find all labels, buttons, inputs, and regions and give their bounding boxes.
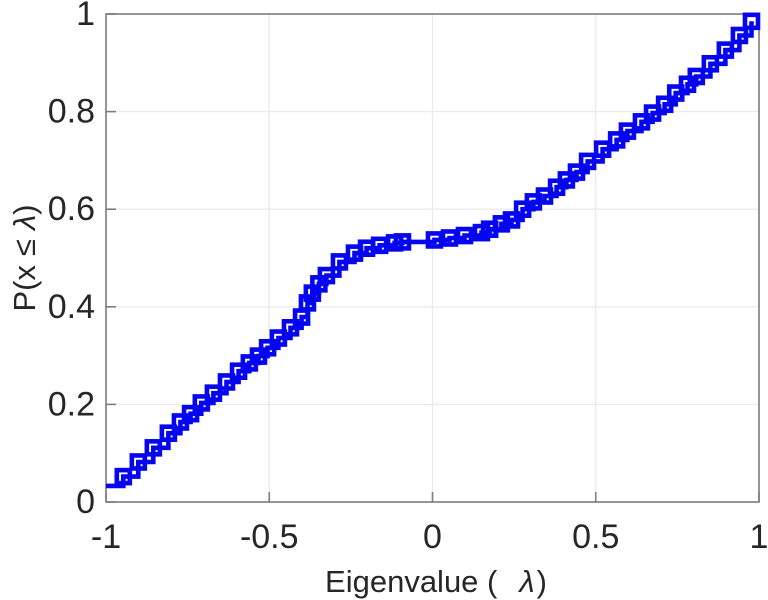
y-tick-label: 0.6	[48, 190, 95, 228]
data-point-marker	[281, 318, 300, 337]
data-point-marker	[192, 394, 211, 412]
y-tick-label: 0.2	[48, 385, 95, 423]
data-point-marker	[502, 211, 521, 229]
data-point-marker	[742, 12, 761, 31]
x-tick-label: 0	[423, 518, 442, 556]
data-point-marker	[258, 338, 277, 357]
data-point-marker	[567, 163, 586, 181]
marker-layer	[114, 12, 761, 486]
x-tick-label: 0.5	[572, 518, 619, 556]
x-axis-label-close-paren: )	[537, 564, 547, 599]
data-point-marker	[204, 384, 223, 402]
data-point-marker	[618, 122, 637, 140]
y-tick-label: 1	[76, 0, 95, 33]
data-point-marker	[716, 41, 735, 59]
x-tick-label: -0.5	[240, 518, 299, 556]
x-tick-label: 1	[750, 518, 768, 556]
data-point-marker	[269, 329, 288, 347]
leq-symbol: ≤	[7, 239, 42, 256]
data-point-marker	[393, 233, 412, 251]
x-tick-label: -1	[91, 518, 121, 556]
y-tick-label: 0.8	[48, 93, 95, 131]
grid-layer	[105, 13, 760, 503]
data-point-marker	[492, 215, 511, 233]
data-point-marker	[181, 404, 200, 423]
data-point-marker	[144, 439, 163, 457]
y-axis-label-text: P(x	[7, 265, 42, 312]
data-point-marker	[730, 26, 749, 45]
axes-layer	[105, 13, 760, 503]
data-point-marker	[317, 266, 336, 285]
y-axis-label-close-paren: )	[7, 204, 42, 214]
lambda-symbol: λ	[7, 215, 42, 232]
data-point-marker	[687, 67, 706, 86]
data-point-marker	[578, 152, 597, 171]
data-point-marker	[455, 226, 474, 245]
x-axis-label: Eigenvalue ( λ)	[325, 564, 547, 599]
ticklabel-layer: -1 -0.5 0 0.5 1 0 0.2 0.4 0.6 0.8 1	[48, 0, 768, 556]
y-tick-label: 0	[76, 483, 95, 521]
data-point-marker	[593, 140, 612, 158]
y-axis-label: P(x ≤ λ)	[7, 204, 42, 311]
x-axis-label-text: Eigenvalue (	[325, 564, 498, 599]
data-point-marker	[217, 373, 236, 391]
data-point-marker	[655, 95, 674, 114]
data-point-marker	[129, 453, 148, 471]
data-point-marker	[114, 467, 133, 486]
lambda-symbol: λ	[517, 564, 534, 599]
y-tick-label: 0.4	[48, 288, 95, 326]
data-point-marker	[159, 424, 178, 442]
data-point-marker	[701, 54, 720, 73]
